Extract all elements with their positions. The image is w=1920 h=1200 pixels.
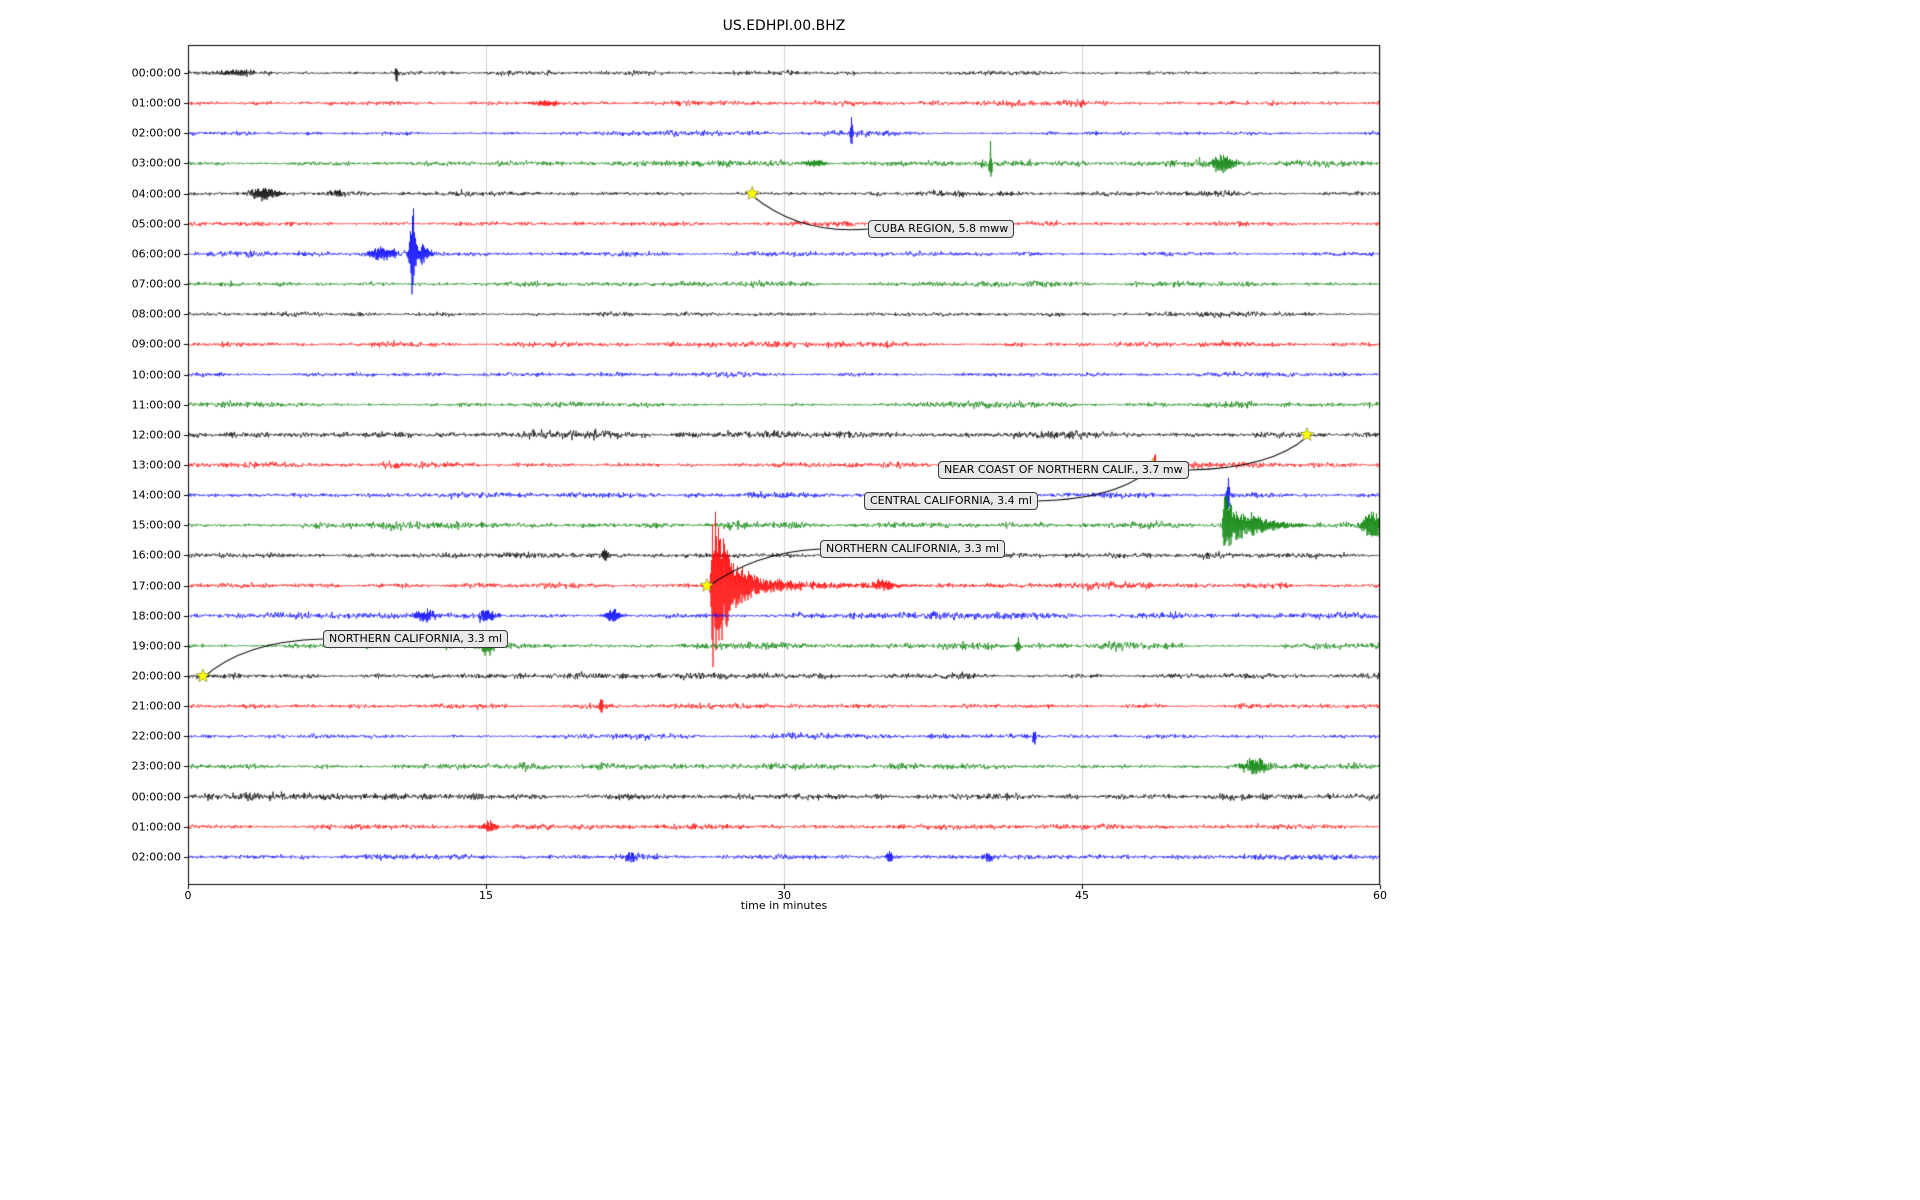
hour-label: 16:00:00: [131, 548, 181, 562]
event-annotation-label: NORTHERN CALIFORNIA, 3.3 ml: [323, 630, 508, 648]
x-tick-label: 30: [777, 889, 791, 902]
hour-label: 09:00:00: [131, 337, 181, 351]
hour-label: 05:00:00: [131, 217, 181, 231]
hour-label: 21:00:00: [131, 699, 181, 713]
x-tick-label: 15: [479, 889, 493, 902]
hour-label: 02:00:00: [131, 126, 181, 140]
hour-label: 22:00:00: [131, 729, 181, 743]
hour-label: 04:00:00: [131, 187, 181, 201]
hour-label: 19:00:00: [131, 639, 181, 653]
event-annotation-label: NORTHERN CALIFORNIA, 3.3 ml: [820, 540, 1005, 558]
x-tick-label: 60: [1373, 889, 1387, 902]
hour-label: 11:00:00: [131, 398, 181, 412]
plot-title: US.EDHPI.00.BHZ: [722, 18, 846, 34]
hour-label: 20:00:00: [131, 669, 181, 683]
hour-label: 08:00:00: [131, 307, 181, 321]
hour-label: 02:00:00: [131, 850, 181, 864]
hour-label: 17:00:00: [131, 579, 181, 593]
hour-label: 13:00:00: [131, 458, 181, 472]
x-axis-label: time in minutes: [740, 899, 828, 912]
hour-label: 07:00:00: [131, 277, 181, 291]
hour-label: 01:00:00: [131, 820, 181, 834]
hour-label: 01:00:00: [131, 96, 181, 110]
hour-label: 15:00:00: [131, 518, 181, 532]
hour-label: 10:00:00: [131, 368, 181, 381]
hour-label: 03:00:00: [131, 156, 181, 170]
x-tick-label: 45: [1075, 889, 1089, 902]
hour-label: 23:00:00: [131, 759, 181, 773]
event-annotation-label: CENTRAL CALIFORNIA, 3.4 ml: [864, 492, 1038, 510]
x-tick-label: 0: [184, 889, 192, 902]
hour-label: 00:00:00: [131, 66, 181, 80]
hour-label: 14:00:00: [131, 488, 181, 502]
hour-label: 00:00:00: [131, 790, 181, 804]
hour-label: 18:00:00: [131, 609, 181, 623]
hour-label: 06:00:00: [131, 247, 181, 261]
event-annotation-label: CUBA REGION, 5.8 mww: [868, 220, 1015, 238]
hour-label: 12:00:00: [131, 428, 181, 442]
event-annotation-label: NEAR COAST OF NORTHERN CALIF., 3.7 mw: [938, 461, 1189, 479]
